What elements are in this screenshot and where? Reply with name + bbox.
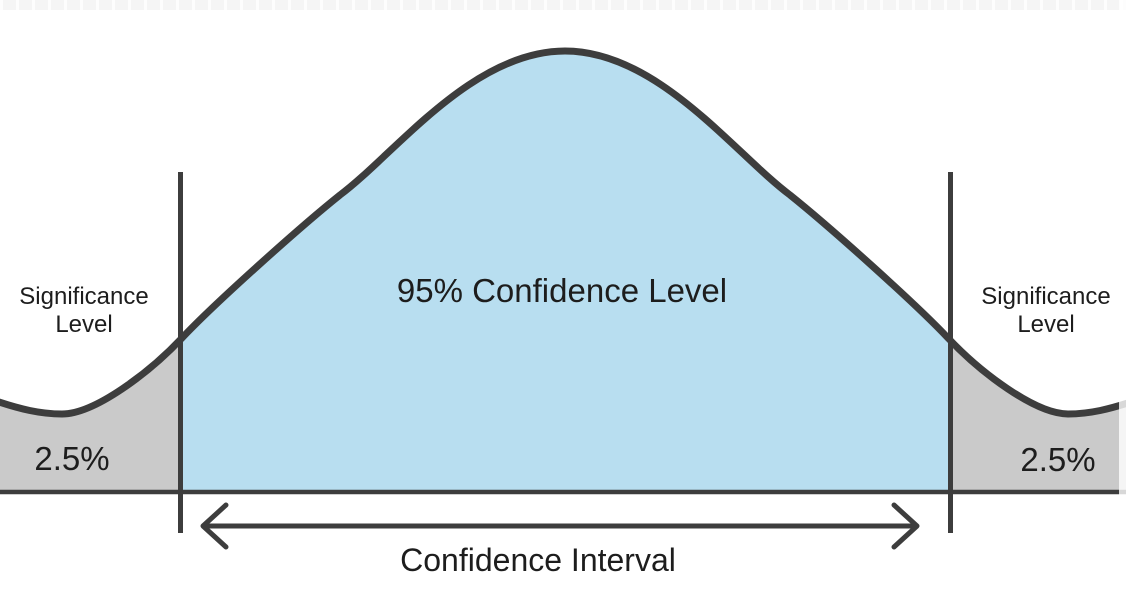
left-tail-area	[0, 340, 180, 492]
tail-percentage-left: 2.5%	[34, 440, 110, 477]
significance-label-left-line1: Significance	[19, 283, 149, 310]
significance-label-left-line2: Level	[55, 311, 113, 338]
confidence-level-label: 95% Confidence Level	[396, 272, 728, 309]
confidence-interval-label: Confidence Interval	[400, 542, 676, 578]
top-edge-strip	[0, 0, 1126, 10]
significance-label-right-line2: Level	[1017, 311, 1075, 338]
interval-arrow-left-head	[200, 502, 229, 550]
right-tail-area	[950, 340, 1126, 492]
significance-label-left: Significance Level	[10, 283, 158, 339]
significance-label-right: Significance Level	[968, 283, 1124, 339]
tail-percentage-right: 2.5%	[1020, 441, 1096, 478]
right-edge-strip	[1119, 0, 1126, 594]
significance-label-right-line1: Significance	[981, 283, 1111, 310]
interval-arrow	[200, 502, 920, 550]
interval-arrow-right-head	[891, 502, 920, 550]
confidence-area	[180, 51, 950, 492]
bell-curve	[0, 47, 1126, 418]
